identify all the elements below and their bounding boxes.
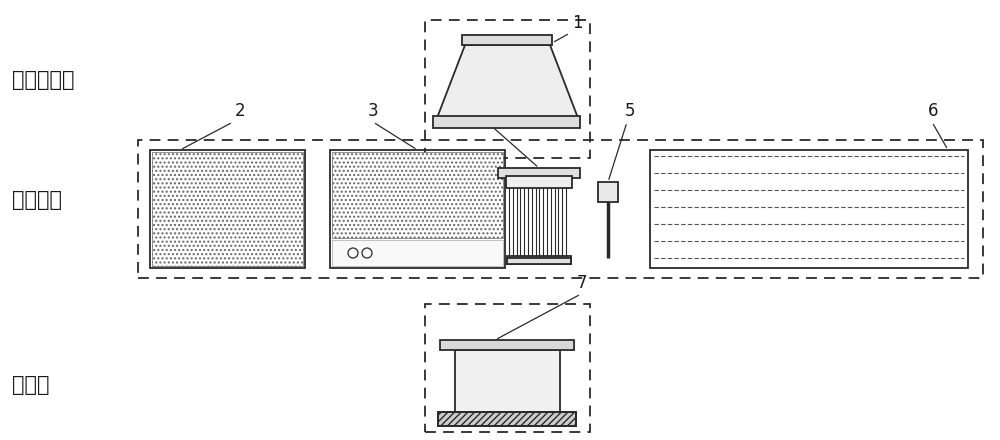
Bar xyxy=(507,256,571,264)
Text: 6: 6 xyxy=(928,102,938,120)
Text: 1: 1 xyxy=(572,14,583,32)
Bar xyxy=(332,152,503,238)
Text: 多工位层: 多工位层 xyxy=(12,190,62,210)
Text: 7: 7 xyxy=(577,274,588,292)
Text: 2: 2 xyxy=(235,102,246,120)
Text: 5: 5 xyxy=(625,102,636,120)
Bar xyxy=(650,150,968,268)
Bar xyxy=(332,240,503,266)
Bar xyxy=(425,20,590,158)
Bar xyxy=(506,176,572,188)
Bar xyxy=(498,168,580,178)
Bar xyxy=(598,182,618,202)
Bar xyxy=(152,152,303,266)
Bar xyxy=(462,35,552,45)
Bar xyxy=(455,350,560,412)
Bar xyxy=(425,304,590,432)
Bar xyxy=(150,150,305,268)
Polygon shape xyxy=(437,45,578,118)
Bar xyxy=(440,340,574,350)
Bar xyxy=(433,116,580,128)
Bar xyxy=(330,150,505,268)
Text: 3: 3 xyxy=(368,102,379,120)
Bar xyxy=(438,412,576,426)
Bar xyxy=(507,258,571,264)
Text: 4: 4 xyxy=(482,102,492,120)
Text: 下置层: 下置层 xyxy=(12,375,50,395)
Text: 面曙光系统: 面曙光系统 xyxy=(12,70,74,90)
Bar xyxy=(438,412,576,426)
Bar xyxy=(138,140,983,278)
